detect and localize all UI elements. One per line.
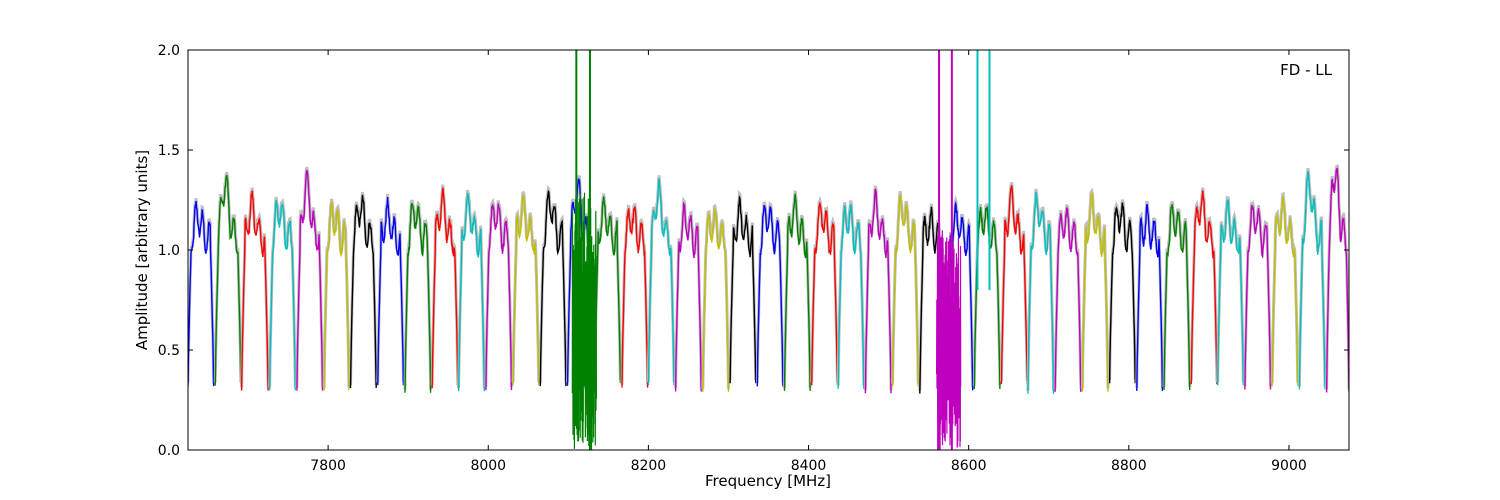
x-tick-label: 8400 [791,458,827,474]
series-band-24 [837,204,865,389]
reference-band-2 [240,187,270,388]
series-band-41 [1298,171,1326,390]
series-band-11 [485,203,513,391]
series-band-39 [1244,204,1272,390]
series-band-35 [1136,204,1164,391]
x-tick-label: 8000 [470,458,506,474]
x-axis-label: Frequency [MHz] [705,472,831,490]
reference-band-30 [1000,181,1029,382]
series-band-7 [377,196,405,386]
x-tick-label: 9000 [1271,458,1307,474]
series-band-6 [349,194,377,389]
series-band-8 [404,202,432,393]
series-band-37 [1190,190,1218,385]
series-band-20 [729,195,757,384]
series-band-15 [594,196,622,384]
reference-band-3 [268,196,297,388]
axis-ticks: 7800 8000 8200 8400 8600 8800 9000 0.0 0.5 1.0 1.5… [158,43,1349,474]
series-band-10 [457,192,485,392]
reference-band-24 [836,200,866,386]
series-band-4 [296,170,324,391]
reference-band-1 [213,171,243,383]
y-tick-label: 0.5 [158,343,180,359]
y-axis-label: Amplitude [arbitrary units] [133,150,151,350]
series-band-23 [811,201,839,386]
plot-frame [187,49,1350,451]
series-band-16 [621,206,649,388]
series-band-30 [1000,185,1028,385]
series-band-32 [1054,207,1082,392]
series-band-29 [973,206,1001,390]
series-band-17 [647,178,675,386]
noisy-region-0 [571,191,597,450]
reference-band-16 [620,203,650,385]
x-tick-label: 8600 [951,458,987,474]
series-band-22 [783,193,811,391]
series-band-3 [269,199,296,391]
reference-band-33 [1080,187,1110,389]
series-band-40 [1271,195,1299,387]
series-band-36 [1163,204,1191,391]
series-band-25 [864,188,892,394]
series-band-1 [214,174,242,386]
series-band-26 [891,194,919,387]
series-band-18 [674,201,702,392]
x-tick-label: 7800 [310,458,346,474]
reference-band-42 [1325,164,1349,390]
reference-band-20 [728,189,758,381]
series-band-0 [188,201,215,387]
reference-band-6 [349,191,378,386]
reference-band-41 [1297,167,1327,387]
y-tick-label: 2.0 [158,43,180,59]
reference-band-25 [863,185,893,391]
series-band-2 [240,190,269,391]
x-tick-label: 8200 [631,458,667,474]
series-band-38 [1217,199,1244,386]
x-tick-label: 8800 [1111,458,1147,474]
plot-area [188,50,1349,450]
series-band-9 [431,187,459,389]
reference-band-11 [484,197,513,388]
series-band-34 [1108,202,1136,384]
series-band-31 [1027,191,1055,394]
series-band-33 [1081,192,1109,392]
series-band-21 [756,204,784,387]
y-tick-label: 1.0 [158,243,180,259]
series-band-42 [1325,167,1349,393]
series-band-13 [539,189,567,387]
noisy-region-1 [936,230,962,450]
reference-band-34 [1108,199,1137,381]
series-band-12 [512,194,540,386]
series-band-19 [702,207,730,392]
chart-annotation: FD - LL [1280,61,1332,79]
y-tick-label: 1.5 [158,143,180,159]
reference-band-10 [457,189,486,389]
y-tick-label: 0.0 [158,443,180,459]
series-band-5 [323,201,350,391]
